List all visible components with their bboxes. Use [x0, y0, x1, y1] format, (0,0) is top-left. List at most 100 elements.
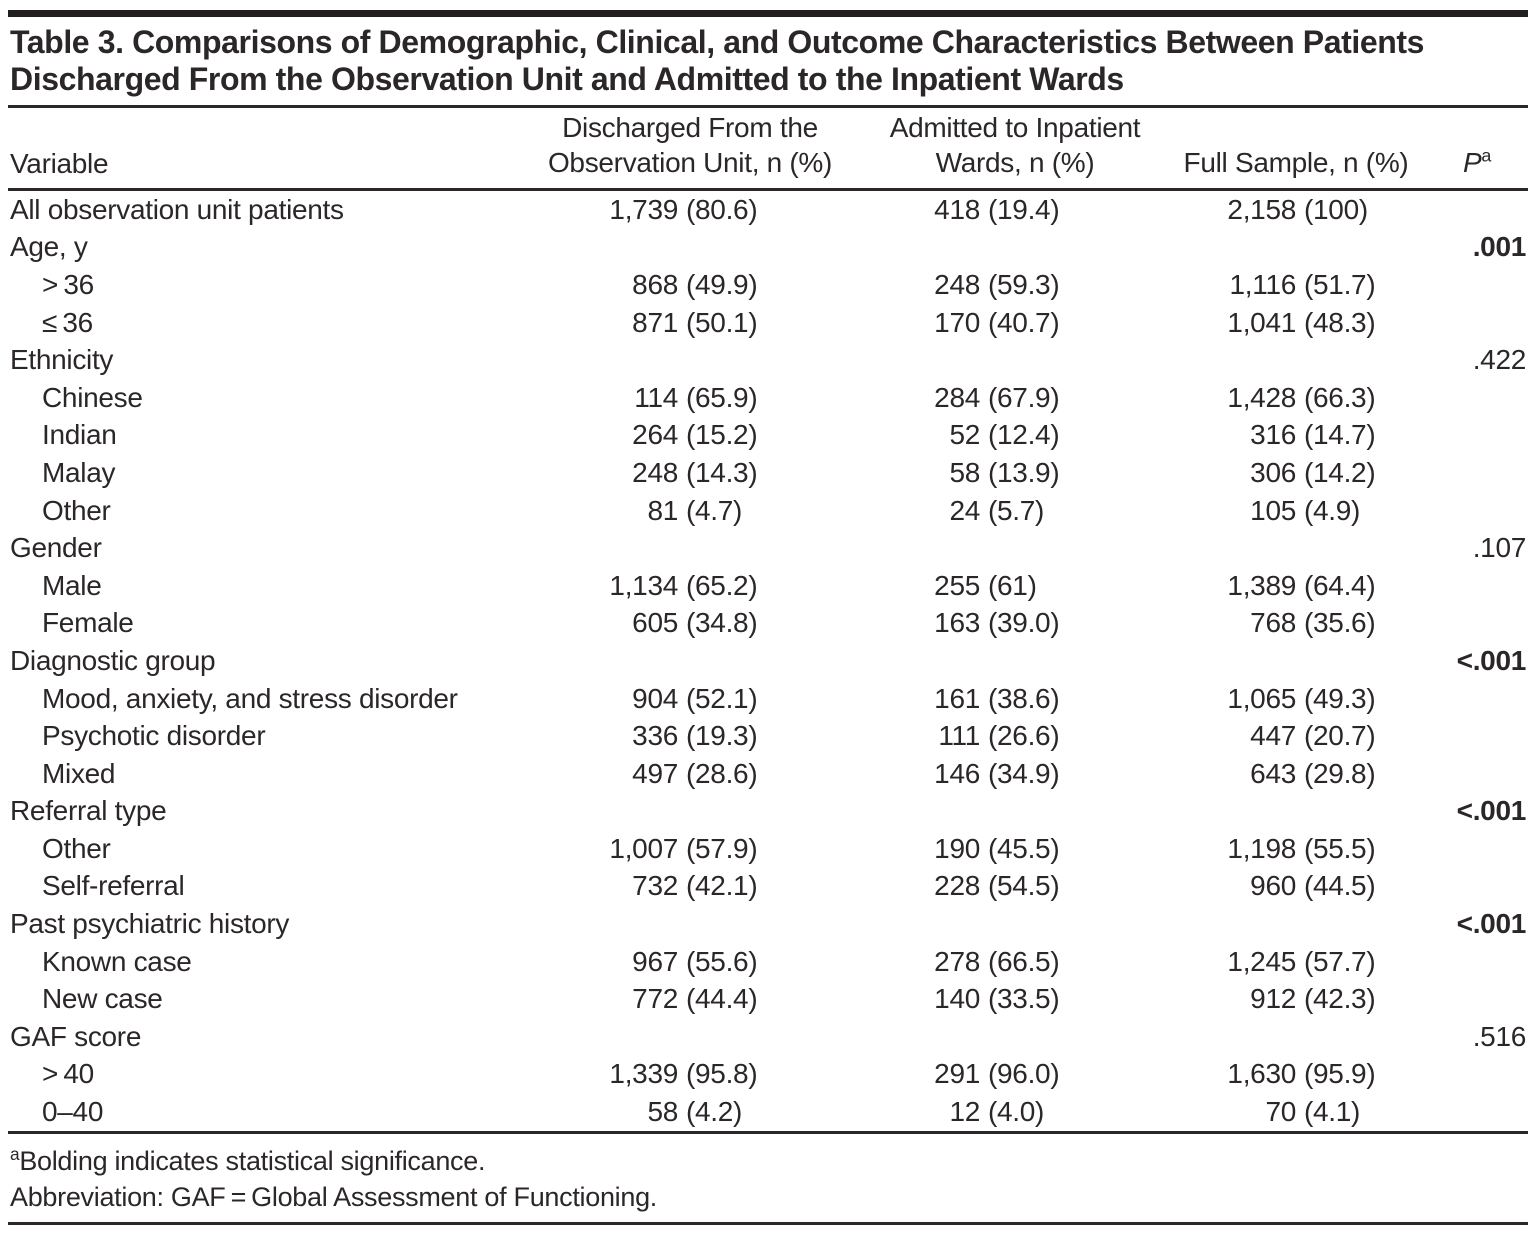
row-label: Other: [42, 832, 111, 864]
full-percent: (4.9): [1304, 494, 1361, 526]
row-label: New case: [42, 983, 163, 1015]
footnote-a-text: Bolding indicates statistical significan…: [19, 1145, 486, 1176]
admitted-percent: (13.9): [988, 456, 1060, 488]
full-percent: (100): [1304, 193, 1368, 225]
admitted-count: 163: [934, 607, 980, 639]
admitted-count: 291: [934, 1058, 980, 1090]
discharged-percent: (80.6): [686, 193, 758, 225]
full-percent: (49.3): [1304, 682, 1376, 714]
footnote-abbreviation: Abbreviation: GAF = Global Assessment of…: [10, 1181, 657, 1212]
full-cell: 1,245 (57.7): [1070, 946, 1378, 978]
full-count: 1,428: [1227, 381, 1296, 413]
discharged-cell: 114 (65.9): [518, 382, 768, 414]
admitted-percent: (38.6): [988, 682, 1060, 714]
admitted-percent: (39.0): [988, 607, 1060, 639]
admitted-percent: (66.5): [988, 945, 1060, 977]
header-p-superscript: a: [1481, 145, 1492, 166]
admitted-count: 284: [934, 381, 980, 413]
admitted-count: 52: [949, 419, 980, 451]
full-cell: 912 (42.3): [1070, 983, 1378, 1015]
p-value: <.001: [1456, 795, 1527, 827]
row-label: Psychotic disorder: [42, 720, 266, 752]
row-label: ≤ 36: [42, 306, 93, 338]
row-label: All observation unit patients: [10, 193, 344, 225]
discharged-cell: 336 (19.3): [518, 720, 768, 752]
row-label: > 40: [42, 1058, 94, 1090]
discharged-cell: 605 (34.8): [518, 607, 768, 639]
full-cell: 1,198 (55.5): [1070, 833, 1378, 865]
full-cell: 1,116 (51.7): [1070, 269, 1378, 301]
full-percent: (29.8): [1304, 757, 1376, 789]
full-cell: 70 (4.1): [1070, 1096, 1378, 1128]
full-count: 1,041: [1227, 306, 1296, 338]
table-figure: Table 3. Comparisons of Demographic, Cli…: [8, 10, 1528, 1225]
admitted-cell: 146 (34.9): [768, 758, 1070, 790]
table-row: Male 1,134 (65.2) 255 (61) 1,389 (64.4): [8, 567, 1528, 605]
full-count: 1,065: [1227, 682, 1296, 714]
full-percent: (44.5): [1304, 870, 1376, 902]
table-row: Past psychiatric history <.001: [8, 905, 1528, 943]
discharged-percent: (65.2): [686, 569, 758, 601]
full-cell: 768 (35.6): [1070, 607, 1378, 639]
full-count: 306: [1250, 456, 1296, 488]
full-count: 1,245: [1227, 945, 1296, 977]
row-label: Mixed: [42, 757, 116, 789]
row-label: Past psychiatric history: [10, 908, 290, 940]
table-row: Diagnostic group <.001: [8, 642, 1528, 680]
discharged-count: 264: [632, 419, 678, 451]
row-label: Referral type: [10, 795, 167, 827]
full-count: 960: [1250, 870, 1296, 902]
discharged-cell: 904 (52.1): [518, 683, 768, 715]
full-percent: (55.5): [1304, 832, 1376, 864]
discharged-percent: (34.8): [686, 607, 758, 639]
discharged-percent: (50.1): [686, 306, 758, 338]
full-count: 70: [1265, 1096, 1296, 1128]
discharged-count: 1,339: [609, 1058, 678, 1090]
admitted-cell: 163 (39.0): [768, 607, 1070, 639]
admitted-percent: (26.6): [988, 720, 1060, 752]
table-row: Self-referral 732 (42.1) 228 (54.5) 960 (44.5): [8, 868, 1528, 906]
p-value: .516: [1472, 1020, 1527, 1052]
discharged-count: 497: [632, 757, 678, 789]
footnote-a: aBolding indicates statistical significa…: [10, 1143, 1528, 1179]
discharged-percent: (19.3): [686, 720, 758, 752]
admitted-cell: 111 (26.6): [768, 720, 1070, 752]
full-cell: 960 (44.5): [1070, 870, 1378, 902]
table-row: Known case 967 (55.6) 278 (66.5) 1,245 (57.7): [8, 943, 1528, 981]
p-value: <.001: [1456, 644, 1527, 676]
full-count: 1,389: [1227, 569, 1296, 601]
discharged-cell: 1,739 (80.6): [518, 194, 768, 226]
row-label: 0–40: [42, 1096, 104, 1128]
p-value: .422: [1472, 344, 1527, 376]
discharged-count: 871: [632, 306, 678, 338]
admitted-cell: 291 (96.0): [768, 1058, 1070, 1090]
admitted-cell: 228 (54.5): [768, 870, 1070, 902]
p-value: .107: [1472, 532, 1527, 564]
row-label: Self-referral: [42, 870, 185, 902]
discharged-percent: (28.6): [686, 757, 758, 789]
bottom-rule: [8, 1221, 1528, 1225]
full-percent: (64.4): [1304, 569, 1376, 601]
admitted-percent: (40.7): [988, 306, 1060, 338]
full-cell: 105 (4.9): [1070, 495, 1378, 527]
discharged-cell: 497 (28.6): [518, 758, 768, 790]
table-row: Other 1,007 (57.9) 190 (45.5) 1,198 (55.5): [8, 830, 1528, 868]
row-label: Gender: [10, 532, 102, 564]
admitted-cell: 190 (45.5): [768, 833, 1070, 865]
full-cell: 2,158 (100): [1070, 194, 1378, 226]
full-percent: (14.2): [1304, 456, 1376, 488]
discharged-count: 1,007: [609, 832, 678, 864]
p-value: <.001: [1456, 908, 1527, 940]
discharged-count: 81: [647, 494, 678, 526]
row-label: GAF score: [10, 1020, 142, 1052]
discharged-count: 904: [632, 682, 678, 714]
table-row: Indian 264 (15.2) 52 (12.4) 316 (14.7): [8, 417, 1528, 455]
row-label: Male: [42, 569, 102, 601]
admitted-cell: 52 (12.4): [768, 419, 1070, 451]
discharged-percent: (55.6): [686, 945, 758, 977]
admitted-count: 228: [934, 870, 980, 902]
discharged-cell: 248 (14.3): [518, 457, 768, 489]
discharged-percent: (65.9): [686, 381, 758, 413]
discharged-percent: (52.1): [686, 682, 758, 714]
full-cell: 306 (14.2): [1070, 457, 1378, 489]
